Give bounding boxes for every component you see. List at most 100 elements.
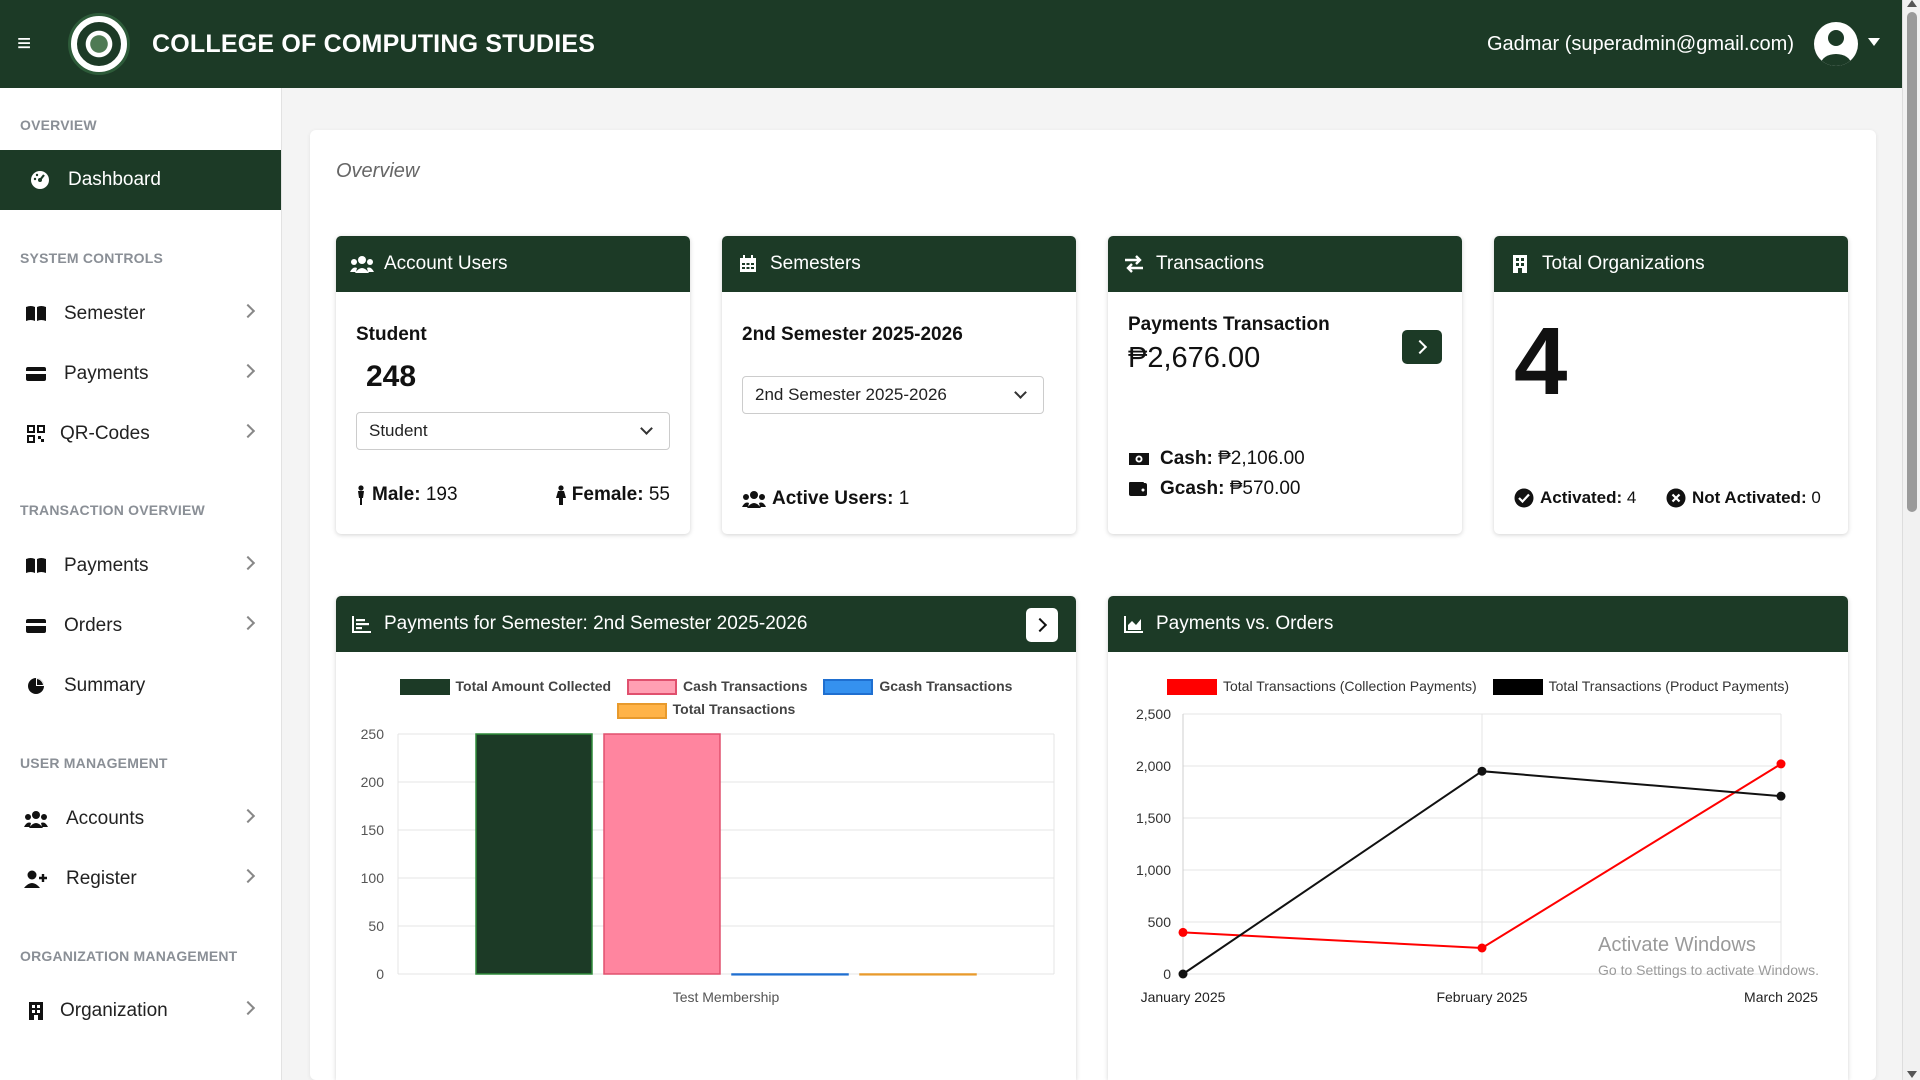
data-point [1776, 791, 1786, 801]
legend-label: Cash Transactions [683, 678, 808, 694]
chevron-right-icon [240, 363, 256, 379]
semester-select[interactable]: 2nd Semester 2025-2026 [742, 376, 1044, 414]
sidebar-item-label: Organization [60, 1000, 168, 1021]
y-tick-label: 50 [368, 918, 384, 934]
y-tick-label: 200 [361, 774, 385, 790]
legend-swatch [399, 679, 450, 696]
cash-label: Cash: [1160, 448, 1213, 469]
legend-item[interactable]: Total Transactions (Collection Payments) [1167, 678, 1477, 696]
gcash-label: Gcash: [1160, 478, 1225, 499]
view-payments-button[interactable] [1026, 608, 1058, 642]
qrcode-icon [24, 425, 48, 443]
card-title: Total Organizations [1542, 253, 1705, 274]
sidebar-item-summary[interactable]: Summary [0, 656, 281, 716]
legend-item[interactable]: Cash Transactions [627, 678, 808, 696]
activated-stat: Activated: 4 [1514, 488, 1636, 508]
cash-stat: Cash: ₱2,106.00 [1128, 448, 1305, 470]
user-count: 248 [366, 360, 417, 393]
y-tick-label: 100 [361, 870, 385, 886]
sidebar-item-label: QR-Codes [60, 423, 150, 444]
sidebar-item-transaction-payments[interactable]: Payments [0, 536, 281, 596]
legend-swatch [823, 679, 874, 696]
exchange-arrows-icon [1122, 255, 1146, 273]
bar [859, 973, 977, 976]
page-scrollbar[interactable] [1902, 0, 1920, 1080]
legend-item[interactable]: Total Transactions [616, 701, 795, 719]
bar [475, 733, 593, 975]
y-tick-label: 0 [376, 966, 384, 982]
user-plus-icon [24, 870, 48, 888]
sidebar-item-register[interactable]: Register [0, 849, 281, 909]
college-logo [68, 13, 130, 75]
legend-label: Gcash Transactions [879, 678, 1013, 694]
hamburger-menu-icon[interactable]: ≡ [16, 30, 31, 57]
active-users-stat: Active Users: 1 [742, 488, 909, 510]
legend-swatch [627, 679, 677, 696]
legend-swatch [1167, 679, 1217, 696]
card-title: Account Users [384, 253, 508, 274]
chevron-right-icon [240, 303, 256, 319]
not-activated-value: 0 [1811, 488, 1821, 507]
chevron-right-icon [240, 868, 256, 884]
card-header: Semesters [722, 236, 1076, 292]
calendar-icon [736, 255, 760, 273]
y-tick-label: 2,000 [1136, 758, 1171, 774]
sidebar-item-label: Orders [64, 615, 123, 636]
sidebar-item-organization[interactable]: Organization [0, 981, 281, 1041]
male-label: Male: [372, 484, 421, 505]
payments-semester-chart-card: Payments for Semester: 2nd Semester 2025… [336, 596, 1076, 1080]
users-icon [742, 491, 766, 508]
sidebar-section-user-management: USER MANAGEMENT [20, 755, 168, 771]
chevron-right-icon [240, 615, 256, 631]
building-icon [1508, 254, 1532, 274]
card-title: Payments vs. Orders [1156, 613, 1334, 634]
credit-card-icon [24, 618, 48, 634]
female-label: Female: [571, 484, 644, 505]
legend-swatch [1492, 679, 1543, 696]
book-icon [24, 305, 48, 323]
sidebar-item-label: Payments [64, 363, 149, 384]
legend-item[interactable]: Gcash Transactions [823, 678, 1013, 696]
legend-item[interactable]: Total Amount Collected [399, 678, 611, 696]
pie-chart-icon [24, 677, 48, 695]
scroll-down-arrow-icon[interactable] [1907, 1071, 1917, 1078]
sidebar-section-overview: OVERVIEW [20, 117, 97, 133]
y-tick-label: 2,500 [1136, 706, 1171, 722]
chevron-right-icon [240, 555, 256, 571]
y-tick-label: 1,500 [1136, 810, 1171, 826]
select-value: Student [369, 421, 428, 440]
sidebar-item-payments[interactable]: Payments [0, 344, 281, 404]
view-transactions-button[interactable] [1402, 330, 1442, 364]
role-select[interactable]: Student [356, 412, 670, 450]
legend-label: Total Transactions (Collection Payments) [1223, 678, 1477, 694]
gauge-icon [28, 170, 52, 190]
scroll-up-arrow-icon[interactable] [1907, 0, 1917, 7]
female-icon [555, 485, 566, 505]
activate-windows-title: Activate Windows [1598, 934, 1756, 956]
sidebar-item-dashboard[interactable]: Dashboard [0, 150, 281, 210]
overview-label: Overview [336, 160, 420, 182]
x-tick-label: March 2025 [1744, 989, 1818, 1005]
users-icon [24, 810, 48, 828]
user-avatar-icon[interactable] [1814, 22, 1858, 66]
sidebar-item-label: Summary [64, 675, 146, 696]
x-tick-label: February 2025 [1436, 989, 1527, 1005]
sidebar-item-semester[interactable]: Semester [0, 284, 281, 344]
x-circle-icon [1666, 488, 1686, 508]
bar [603, 733, 721, 975]
transactions-subtitle: Payments Transaction [1128, 314, 1330, 335]
area-chart-icon [1122, 615, 1146, 633]
legend-item[interactable]: Total Transactions (Product Payments) [1492, 678, 1789, 696]
sidebar-item-qr-codes[interactable]: QR-Codes [0, 404, 281, 464]
card-header: Payments vs. Orders [1108, 596, 1848, 652]
sidebar-item-accounts[interactable]: Accounts [0, 789, 281, 849]
card-header: Transactions [1108, 236, 1462, 292]
user-menu-caret-icon[interactable] [1868, 38, 1880, 46]
payments-vs-orders-chart-card: Payments vs. Orders Total Transactions (… [1108, 596, 1848, 1080]
data-point [1477, 766, 1487, 776]
chevron-right-icon [1412, 339, 1428, 355]
sidebar-item-orders[interactable]: Orders [0, 596, 281, 656]
scroll-thumb[interactable] [1907, 12, 1917, 512]
sidebar: OVERVIEW Dashboard SYSTEM CONTROLS Semes… [0, 88, 282, 1080]
semesters-card: Semesters 2nd Semester 2025-2026 2nd Sem… [722, 236, 1076, 534]
